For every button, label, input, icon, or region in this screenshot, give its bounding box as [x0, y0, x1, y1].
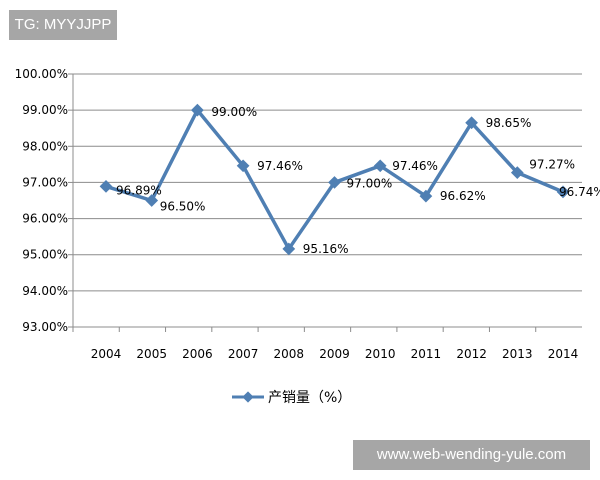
data-label: 95.16%: [303, 242, 349, 256]
x-tick-label: 2011: [411, 347, 442, 361]
legend: 产销量（%）: [232, 390, 351, 406]
x-tick-label: 2014: [548, 347, 579, 361]
data-point-marker: [419, 189, 433, 203]
data-point-marker: [236, 159, 250, 173]
data-point-marker: [282, 242, 296, 256]
data-label: 96.89%: [116, 183, 162, 197]
y-tick-label: 97.00%: [22, 175, 68, 189]
data-point-marker: [328, 176, 341, 189]
y-tick-label: 99.00%: [22, 103, 68, 117]
x-tick-label: 2012: [456, 347, 487, 361]
data-point-marker: [145, 194, 159, 207]
y-tick-label: 94.00%: [22, 284, 68, 298]
y-tick-label: 98.00%: [22, 139, 68, 153]
data-label: 98.65%: [486, 116, 532, 130]
data-label: 96.62%: [440, 189, 486, 203]
x-tick-label: 2010: [365, 347, 396, 361]
data-label: 96.50%: [160, 200, 206, 214]
data-point-marker: [373, 159, 387, 173]
x-tick-label: 2007: [228, 347, 259, 361]
data-label: 97.46%: [257, 159, 303, 173]
x-tick-label: 2008: [274, 347, 305, 361]
data-label: 97.00%: [347, 176, 393, 190]
y-tick-label: 100.00%: [15, 67, 68, 81]
x-tick-label: 2006: [182, 347, 213, 361]
y-tick-label: 93.00%: [22, 320, 68, 334]
y-tick-label: 96.00%: [22, 212, 68, 226]
legend-label: 产销量（%）: [268, 390, 351, 406]
data-label: 96.74%: [559, 185, 600, 199]
data-label: 99.00%: [211, 105, 257, 119]
legend-marker: [242, 391, 254, 403]
data-point-marker: [99, 180, 113, 193]
watermark-top: TG: MYYJJPP: [9, 10, 117, 40]
y-tick-label: 95.00%: [22, 248, 68, 262]
data-point-marker: [465, 116, 478, 130]
data-label: 97.27%: [529, 158, 575, 172]
x-tick-label: 2013: [502, 347, 533, 361]
x-tick-label: 2005: [136, 347, 167, 361]
watermark-bottom: www.web-wending-yule.com: [353, 440, 590, 470]
x-tick-label: 2009: [319, 347, 350, 361]
data-label: 97.46%: [392, 159, 438, 173]
data-point-marker: [191, 103, 204, 117]
x-tick-label: 2004: [91, 347, 122, 361]
